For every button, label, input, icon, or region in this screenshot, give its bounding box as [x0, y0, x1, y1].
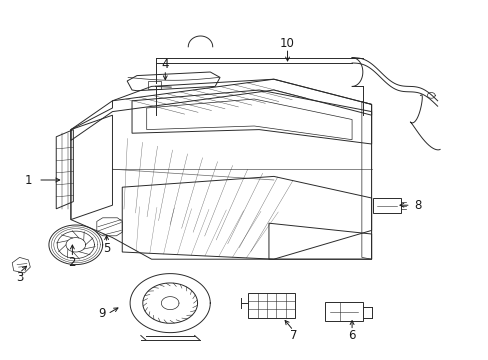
Text: 9: 9	[98, 307, 105, 320]
Text: 2: 2	[68, 256, 76, 269]
Text: 3: 3	[16, 271, 23, 284]
Bar	[147, 81, 161, 89]
Text: 8: 8	[413, 199, 421, 212]
Text: 7: 7	[289, 329, 297, 342]
Bar	[248, 293, 294, 318]
Text: 5: 5	[102, 242, 110, 255]
Text: 10: 10	[280, 37, 294, 50]
Bar	[372, 198, 400, 213]
Bar	[325, 302, 363, 321]
Text: 1: 1	[24, 174, 32, 186]
Text: 4: 4	[161, 58, 169, 71]
Text: 6: 6	[347, 329, 355, 342]
